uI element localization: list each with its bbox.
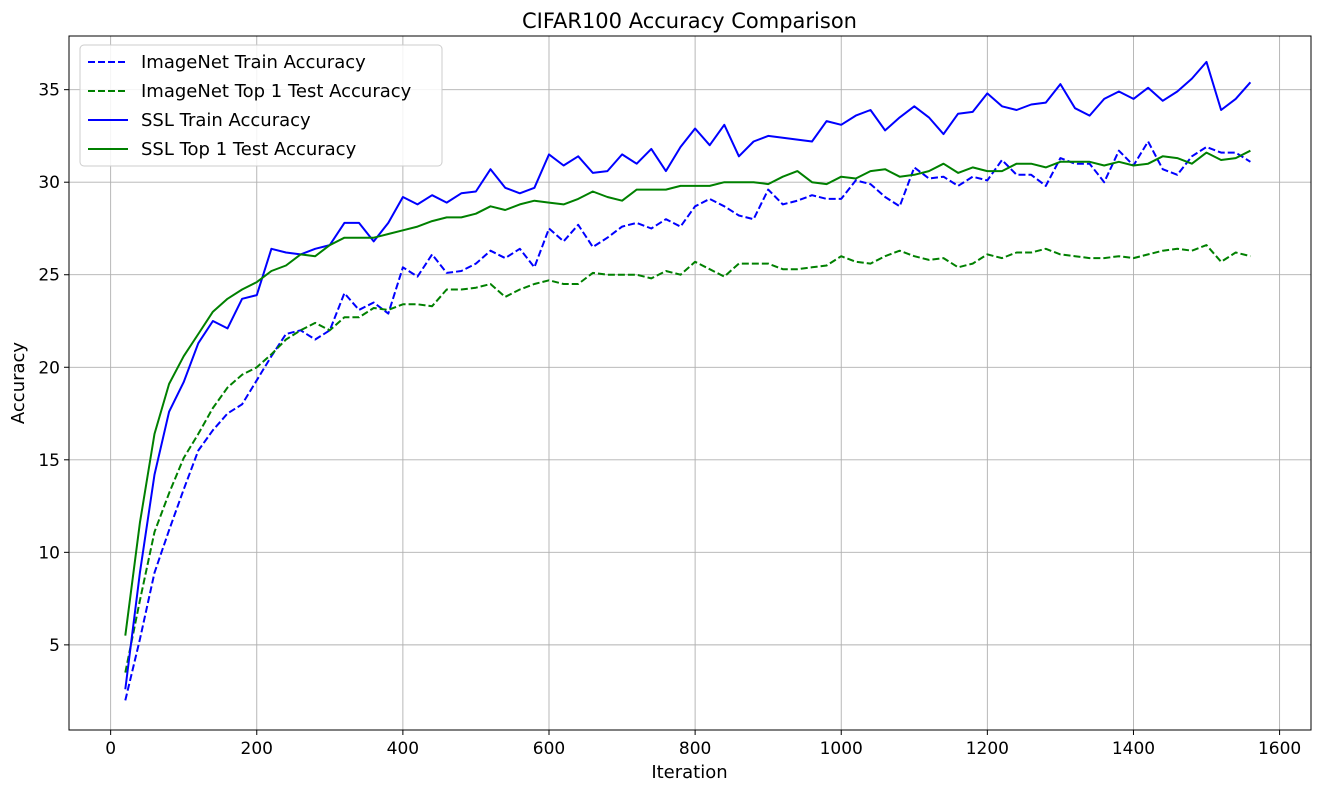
y-tick-label: 15 [38,451,60,471]
legend-label: SSL Top 1 Test Accuracy [141,139,357,160]
chart-title: CIFAR100 Accuracy Comparison [522,9,857,33]
series-line-1 [124,140,1251,701]
series-line-4 [124,149,1251,636]
legend-label: SSL Train Accuracy [141,110,311,131]
plot-area-frame [68,35,1312,731]
x-tick-label: 1200 [966,739,1009,759]
x-tick-label: 600 [533,739,565,759]
x-tick-label: 0 [105,739,116,759]
x-axis-ticks: 0 200 400 600 800 1000 1200 1400 1600 [105,730,1301,759]
x-tick-label: 800 [679,739,711,759]
y-tick-label: 20 [38,358,60,378]
x-tick-label: 1600 [1258,739,1301,759]
series-line-3 [124,60,1252,690]
legend-box [79,44,443,167]
series-line-2 [124,244,1251,673]
y-tick-label: 30 [38,173,60,193]
legend: ImageNet Train Accuracy ImageNet Top 1 Te… [79,44,443,167]
y-tick-label: 5 [49,636,60,656]
series-group [124,60,1252,701]
y-axis-ticks: 5 10 15 20 25 30 35 [38,81,69,656]
y-tick-label: 10 [38,543,60,563]
x-tick-label: 200 [241,739,273,759]
x-axis-title: Iteration [651,762,727,783]
x-tick-label: 1400 [1112,739,1155,759]
y-tick-label: 35 [38,81,60,101]
legend-label: ImageNet Top 1 Test Accuracy [141,81,412,102]
x-tick-label: 1000 [820,739,863,759]
legend-label: ImageNet Train Accuracy [141,52,366,73]
y-axis-title: Accuracy [8,342,29,425]
y-tick-label: 25 [38,266,60,286]
x-tick-label: 400 [387,739,419,759]
